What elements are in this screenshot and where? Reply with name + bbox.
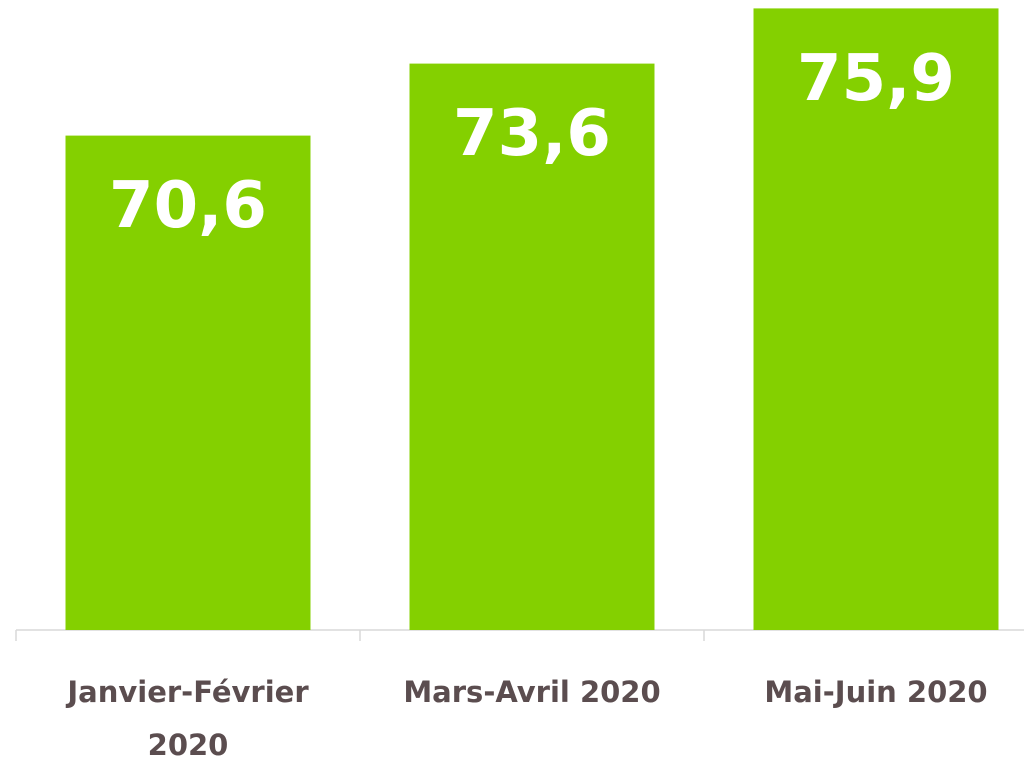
x-tick-label: Mars-Avril 2020 [403, 675, 661, 709]
bar [65, 135, 311, 630]
value-label: 70,6 [109, 169, 267, 243]
value-label: 75,9 [797, 42, 955, 116]
bar [753, 8, 999, 630]
x-tick-label: Mai-Juin 2020 [764, 675, 988, 709]
value-label: 73,6 [453, 97, 611, 171]
bar [409, 63, 655, 631]
x-tick-label: Janvier-Février 2020 [67, 675, 309, 759]
